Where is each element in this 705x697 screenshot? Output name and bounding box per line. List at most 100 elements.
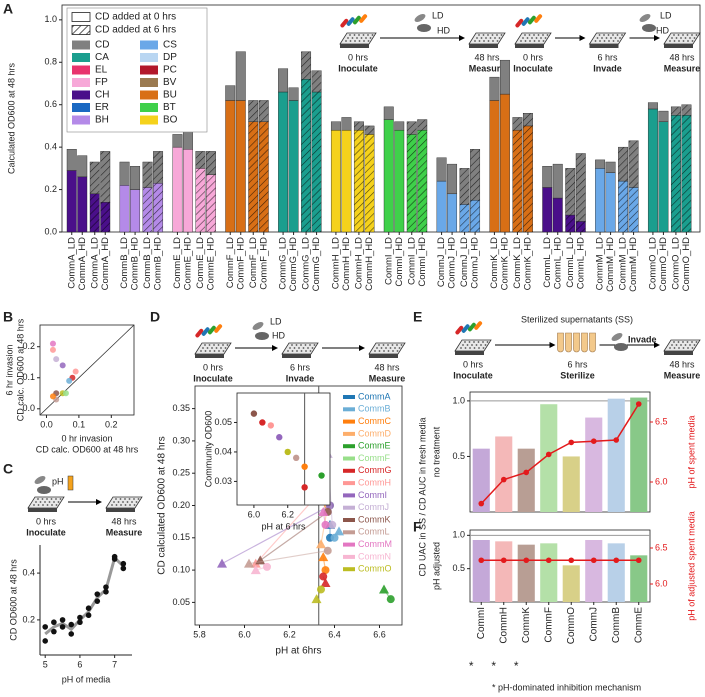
well bbox=[542, 34, 544, 36]
well bbox=[693, 37, 696, 39]
label: Sterilized supernatants (SS) bbox=[521, 314, 633, 324]
bacteria-icon bbox=[515, 18, 524, 28]
well bbox=[353, 34, 356, 36]
well bbox=[464, 347, 467, 349]
label: CommI_LD bbox=[406, 237, 417, 285]
point bbox=[42, 624, 49, 630]
well bbox=[206, 347, 209, 349]
well bbox=[691, 347, 694, 349]
bar-segment bbox=[489, 100, 500, 233]
well bbox=[537, 34, 540, 36]
plate-side bbox=[340, 44, 369, 48]
bar-segment bbox=[66, 149, 77, 171]
bar-segment bbox=[499, 59, 510, 95]
well bbox=[135, 501, 138, 503]
label: CD OD600 at 48 hrs bbox=[8, 559, 18, 641]
well bbox=[686, 341, 689, 343]
plate-side bbox=[106, 508, 135, 512]
legend-swatch bbox=[72, 90, 90, 100]
bacteria-icon bbox=[352, 15, 361, 25]
bacteria-icon bbox=[467, 322, 476, 332]
well bbox=[218, 350, 220, 352]
bar-segment bbox=[66, 170, 77, 233]
label: CommB_LD bbox=[119, 237, 130, 289]
bar-segment bbox=[552, 163, 563, 199]
invader-icon bbox=[639, 14, 651, 22]
label: 0.2 bbox=[44, 184, 57, 194]
well bbox=[300, 350, 303, 352]
label: PC bbox=[163, 65, 177, 76]
label: CommH_LD bbox=[353, 237, 364, 289]
plate-side bbox=[664, 44, 693, 48]
bacteria-icon bbox=[340, 18, 349, 28]
well bbox=[478, 34, 480, 36]
well bbox=[311, 347, 314, 349]
well bbox=[226, 344, 229, 346]
label: CommG_HD bbox=[288, 237, 299, 292]
well bbox=[396, 350, 399, 352]
label: Calculated OD600 at 48 hrs bbox=[6, 62, 16, 174]
label: CommF_LD bbox=[225, 237, 236, 288]
ph-point bbox=[478, 500, 485, 507]
point bbox=[319, 572, 328, 581]
label: pH of media bbox=[62, 674, 111, 684]
point bbox=[49, 393, 56, 400]
plot-frame bbox=[469, 529, 651, 603]
label: CommI bbox=[358, 490, 387, 500]
label: 0.4 bbox=[22, 567, 35, 577]
invader-icon bbox=[252, 322, 264, 330]
bar-segment bbox=[130, 189, 141, 233]
label: CommN bbox=[358, 551, 391, 561]
point bbox=[103, 589, 109, 595]
point bbox=[318, 552, 329, 562]
well bbox=[612, 40, 615, 42]
well bbox=[48, 501, 51, 503]
invader-icon bbox=[611, 333, 623, 341]
label: CH bbox=[95, 90, 109, 101]
label: 0.15 bbox=[172, 532, 190, 542]
label: CommL_HD bbox=[552, 237, 563, 289]
bar-segment bbox=[447, 193, 458, 233]
well bbox=[295, 344, 298, 346]
well bbox=[128, 498, 131, 500]
label: 0.2 bbox=[22, 341, 35, 351]
label: CommL_LD bbox=[565, 237, 576, 288]
point bbox=[111, 556, 118, 562]
well bbox=[129, 504, 131, 506]
bar bbox=[495, 541, 513, 602]
well bbox=[689, 344, 691, 346]
point bbox=[217, 558, 227, 568]
well bbox=[680, 37, 682, 39]
well bbox=[349, 34, 351, 36]
label: C bbox=[3, 461, 13, 477]
bar bbox=[562, 456, 580, 512]
point bbox=[255, 555, 266, 565]
bacteria-icon bbox=[527, 15, 536, 25]
point bbox=[53, 356, 60, 363]
ph-point bbox=[613, 437, 620, 443]
well bbox=[122, 501, 124, 503]
label: CommO_HD bbox=[658, 237, 669, 292]
well bbox=[362, 34, 365, 36]
well bbox=[599, 40, 601, 42]
well bbox=[691, 34, 693, 36]
point bbox=[94, 591, 101, 597]
well bbox=[291, 344, 293, 346]
point bbox=[311, 594, 322, 604]
point bbox=[51, 628, 57, 635]
bacteria-icon bbox=[346, 17, 355, 26]
label: CommO_HD bbox=[681, 237, 692, 292]
well bbox=[356, 37, 358, 39]
label: Invade bbox=[593, 63, 622, 73]
well bbox=[478, 40, 481, 42]
bacteria-icon bbox=[195, 328, 204, 338]
well bbox=[689, 37, 691, 39]
well bbox=[208, 344, 211, 346]
hatch-overlay bbox=[100, 151, 110, 232]
well bbox=[482, 341, 484, 343]
well bbox=[487, 34, 489, 36]
well bbox=[529, 40, 531, 42]
well bbox=[464, 341, 466, 343]
well bbox=[616, 34, 619, 36]
label: CD added at 0 hrs bbox=[95, 12, 176, 23]
